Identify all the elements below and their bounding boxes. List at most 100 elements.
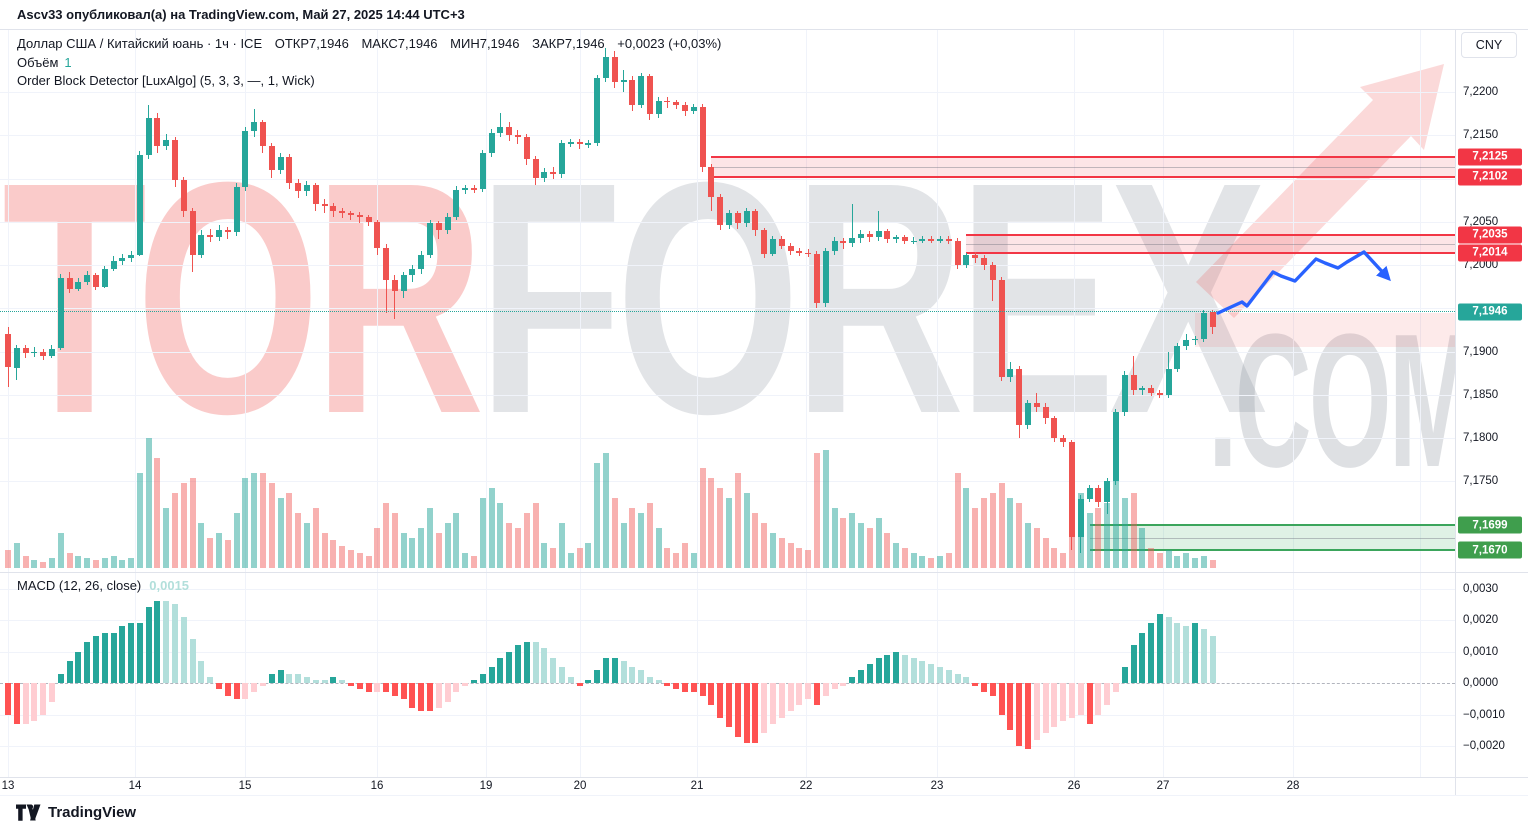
price-axis-label: 7,2050 <box>1463 215 1499 228</box>
tradingview-logo-icon[interactable] <box>16 804 41 821</box>
macd-label[interactable]: MACD (12, 26, close) <box>17 578 142 593</box>
volume-bar <box>726 498 733 568</box>
candle-body <box>1104 481 1111 502</box>
macd-bar <box>541 648 548 683</box>
macd-bar <box>1174 623 1181 683</box>
candle-body <box>101 269 108 287</box>
published-text: Ascv33 опубликовал(а) на TradingView.com… <box>17 7 465 22</box>
tradingview-brand-text[interactable]: TradingView <box>48 803 137 821</box>
volume-bar <box>207 538 214 568</box>
candle-body <box>321 204 328 207</box>
candle-body <box>497 126 504 133</box>
high-value: МАКС7,1946 <box>361 36 437 51</box>
volume-bar <box>312 508 319 568</box>
candle-body <box>1130 374 1137 391</box>
candle-body <box>884 231 891 240</box>
high-label: МАКС <box>361 36 398 51</box>
symbol-title[interactable]: Доллар США / Китайский юань · 1ч · ICE <box>17 36 263 51</box>
candle-body <box>523 136 530 159</box>
candle-wick <box>464 185 466 195</box>
volume-bar <box>374 528 381 568</box>
close-number: 7,1946 <box>564 36 605 51</box>
volume-bar <box>251 473 258 568</box>
macd-bar <box>629 667 636 683</box>
volume-bar <box>180 483 187 568</box>
volume-bar <box>330 540 337 568</box>
volume-legend-row[interactable]: Объём 1 <box>17 54 730 72</box>
macd-bar <box>558 667 565 683</box>
candle-body <box>1068 442 1075 537</box>
candle-body <box>928 239 935 241</box>
volume-bar <box>822 450 829 568</box>
time-axis-label: 20 <box>573 780 587 792</box>
volume-bar <box>1200 556 1207 568</box>
macd-bar <box>295 673 302 683</box>
macd-legend-row[interactable]: MACD (12, 26, close) 0,0015 <box>17 578 189 593</box>
volume-bar <box>92 560 99 568</box>
currency-button[interactable]: CNY <box>1461 32 1517 58</box>
orderblock-legend-row[interactable]: Order Block Detector [LuxAlgo] (5, 3, 3,… <box>17 72 730 90</box>
candle-body <box>110 260 117 270</box>
volume-bar <box>383 503 390 568</box>
volume-label[interactable]: Объём <box>17 54 59 70</box>
volume-bar <box>365 556 372 568</box>
macd-bar <box>277 670 284 683</box>
volume-bar <box>13 543 20 568</box>
volume-bar <box>629 508 636 568</box>
macd-bar <box>391 683 398 696</box>
candle-body <box>136 155 143 255</box>
macd-bar <box>251 683 258 693</box>
volume-bar <box>945 553 952 568</box>
macd-bar <box>1095 683 1102 715</box>
macd-bar <box>831 683 838 690</box>
macd-bar <box>787 683 794 712</box>
candle-wick <box>842 238 844 250</box>
volume-bar <box>734 473 741 568</box>
candle-body <box>1060 438 1067 443</box>
macd-bar <box>945 670 952 683</box>
volume-bar <box>655 528 662 568</box>
volume-bar <box>752 513 759 568</box>
macd-bar <box>910 657 917 683</box>
candle-body <box>145 117 152 156</box>
volume-bar <box>1060 553 1067 568</box>
day-gridline <box>806 30 807 777</box>
macd-bar <box>101 632 108 683</box>
macd-bar <box>884 654 891 683</box>
macd-bar <box>655 679 662 683</box>
candle-body <box>629 79 636 105</box>
price-axis-label: 7,1850 <box>1463 388 1499 401</box>
candle-body <box>910 240 917 243</box>
macd-bar <box>1192 623 1199 683</box>
volume-bar <box>708 478 715 568</box>
volume-bar <box>277 498 284 568</box>
macd-bar <box>400 683 407 699</box>
symbol-legend-row[interactable]: Доллар США / Китайский юань · 1ч · ICE О… <box>17 35 730 53</box>
price-axis-label: 7,2000 <box>1463 259 1499 271</box>
candle-body <box>1042 406 1049 419</box>
macd-bar <box>1024 683 1031 750</box>
volume-bar <box>1051 548 1058 568</box>
candle-body <box>699 106 706 168</box>
candle-body <box>1139 387 1146 391</box>
pane-divider[interactable] <box>0 572 1528 573</box>
candle-body <box>75 282 82 290</box>
candle-body <box>998 279 1005 378</box>
candle-body <box>119 258 126 261</box>
open-number: 7,1946 <box>309 36 349 51</box>
day-gridline <box>580 30 581 777</box>
macd-axis-label: 0,0010 <box>1463 645 1499 658</box>
volume-bar <box>259 473 266 568</box>
macd-bar <box>813 683 820 706</box>
macd-bar <box>471 679 478 683</box>
day-gridline <box>135 30 136 777</box>
candle-body <box>541 171 548 179</box>
macd-bar <box>92 635 99 683</box>
macd-bar <box>128 623 135 683</box>
candle-wick <box>227 226 229 240</box>
candle-body <box>268 145 275 170</box>
orderblock-label[interactable]: Order Block Detector [LuxAlgo] (5, 3, 3,… <box>17 73 315 88</box>
volume-bar <box>242 478 249 568</box>
